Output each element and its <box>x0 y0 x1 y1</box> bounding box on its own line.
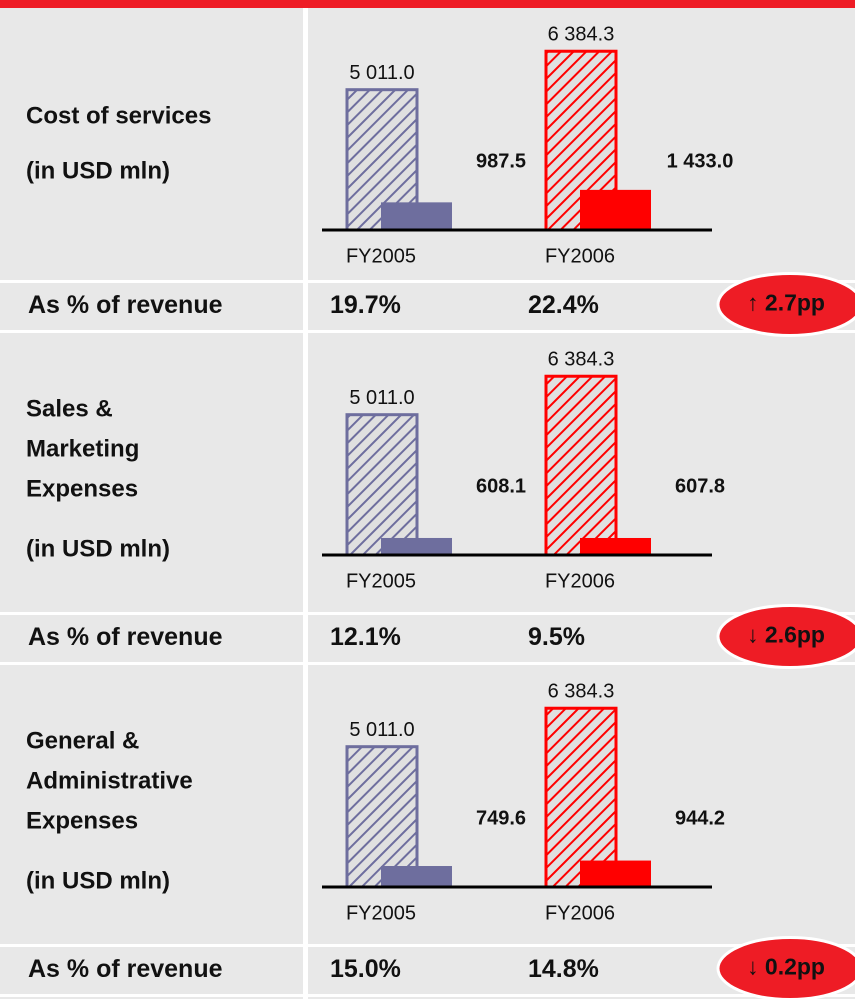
row-separator <box>0 944 855 947</box>
row-separator <box>0 612 855 615</box>
row-title: Cost of services <box>26 102 211 129</box>
row-unit: (in USD mln) <box>26 535 170 562</box>
share-label: As % of revenue <box>28 623 223 651</box>
category-label: FY2006 <box>545 570 615 592</box>
row-title: Administrative <box>26 767 193 794</box>
expense-bar <box>580 537 651 555</box>
revenue-bar <box>345 745 419 889</box>
row-title: Expenses <box>26 807 138 834</box>
column-divider <box>303 8 308 999</box>
row-separator <box>0 994 855 997</box>
expense-bar <box>580 189 651 230</box>
row-separator <box>0 280 855 283</box>
share-label: As % of revenue <box>28 291 223 319</box>
bar-value-label: 5 011.0 <box>349 387 414 409</box>
row-title: Marketing <box>26 435 139 462</box>
bar-value-label: 1 433.0 <box>667 150 734 172</box>
change-badge <box>716 272 855 337</box>
change-badge <box>716 936 855 999</box>
bar-value-label: 607.8 <box>675 475 725 497</box>
change-label: ↓ 0.2pp <box>747 954 825 980</box>
category-label: FY2005 <box>346 902 416 924</box>
expense-bar <box>580 860 651 887</box>
row-separator <box>0 330 855 333</box>
share-value: 12.1% <box>330 623 401 651</box>
category-label: FY2006 <box>545 902 615 924</box>
category-label: FY2005 <box>346 570 416 592</box>
row-title: Sales & <box>26 395 113 422</box>
share-value: 14.8% <box>528 955 599 983</box>
row-title: General & <box>26 727 139 754</box>
row-unit: (in USD mln) <box>26 867 170 894</box>
bar-value-label: 608.1 <box>476 475 526 497</box>
expense-bar <box>381 202 452 230</box>
share-value: 9.5% <box>528 623 585 651</box>
category-label: FY2005 <box>346 245 416 267</box>
bar-value-label: 944.2 <box>675 807 725 829</box>
bar-value-label: 6 384.3 <box>548 349 615 371</box>
revenue-bar <box>544 706 618 889</box>
bar-value-label: 5 011.0 <box>349 719 414 741</box>
row-title: Expenses <box>26 475 138 502</box>
bar-value-label: 6 384.3 <box>548 24 615 46</box>
change-badge <box>716 604 855 669</box>
bar-value-label: 6 384.3 <box>548 681 615 703</box>
top-bar <box>0 0 855 8</box>
expense-bar <box>381 866 452 887</box>
share-value: 22.4% <box>528 291 599 319</box>
row-unit: (in USD mln) <box>26 157 170 184</box>
bar-value-label: 749.6 <box>476 807 526 829</box>
row-separator <box>0 662 855 665</box>
revenue-bar <box>345 413 419 557</box>
bar-value-label: 987.5 <box>476 150 526 172</box>
bar-value-label: 5 011.0 <box>349 62 414 84</box>
share-label: As % of revenue <box>28 955 223 983</box>
revenue-bar <box>544 374 618 557</box>
share-value: 19.7% <box>330 291 401 319</box>
expense-bar <box>381 537 452 555</box>
share-value: 15.0% <box>330 955 401 983</box>
category-label: FY2006 <box>545 245 615 267</box>
change-label: ↓ 2.6pp <box>747 622 825 648</box>
change-label: ↑ 2.7pp <box>747 290 825 316</box>
